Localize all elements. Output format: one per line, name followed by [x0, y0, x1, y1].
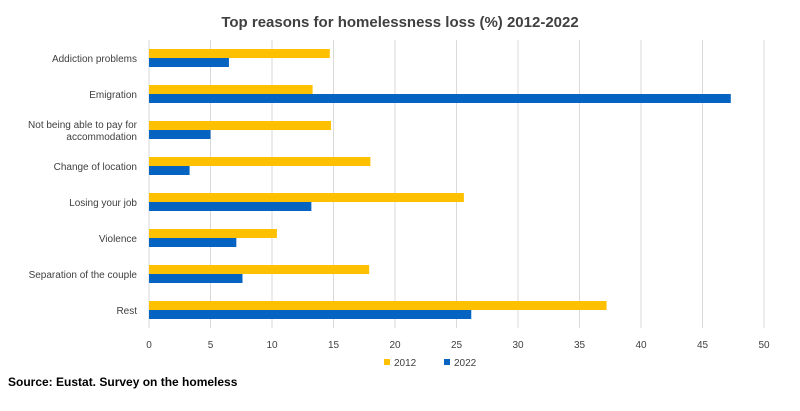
- category-label: Violence: [99, 234, 138, 245]
- legend-swatch-2022: [444, 359, 450, 365]
- x-tick-label: 15: [328, 340, 340, 351]
- x-tick-label: 25: [451, 340, 463, 351]
- bar-2022: [149, 94, 731, 103]
- bar-chart: Addiction problems Emigration Not being ab…: [28, 40, 770, 369]
- x-tick-label: 35: [574, 340, 586, 351]
- x-tick-label: 50: [758, 340, 770, 351]
- category-label: Losing your job: [69, 198, 137, 209]
- category-label: Not being able to pay for: [28, 120, 138, 131]
- category-label: Separation of the couple: [29, 270, 138, 281]
- x-tick-label: 5: [208, 340, 214, 351]
- bar-2012: [149, 265, 370, 274]
- bar-2012: [149, 85, 313, 94]
- chart-title: Top reasons for homelessness loss (%) 20…: [221, 14, 579, 31]
- bar-2022: [149, 130, 211, 139]
- x-tick-label: 0: [146, 340, 152, 351]
- bar-2012: [149, 229, 277, 238]
- legend: 2012 2022: [384, 358, 477, 369]
- x-tick-label: 10: [266, 340, 278, 351]
- bars: [149, 49, 731, 319]
- bar-2022: [149, 238, 237, 247]
- bar-2012: [149, 193, 464, 202]
- category-label: Change of location: [54, 162, 137, 173]
- grid-lines: [148, 40, 765, 328]
- bar-2012: [149, 301, 607, 310]
- legend-swatch-2012: [384, 359, 390, 365]
- bar-2022: [149, 202, 312, 211]
- x-tick-labels: 0 5 10 15 20 25 30 35 40 45 50: [146, 340, 770, 351]
- bar-2022: [149, 58, 229, 67]
- bar-2022: [149, 166, 190, 175]
- category-labels: Addiction problems Emigration Not being ab…: [28, 54, 138, 317]
- source-note: Source: Eustat. Survey on the homeless: [8, 375, 238, 389]
- bar-2022: [149, 274, 243, 283]
- x-tick-label: 30: [512, 340, 524, 351]
- bar-2012: [149, 157, 371, 166]
- category-label: accommodation: [66, 132, 137, 143]
- category-label: Rest: [116, 306, 137, 317]
- bar-2022: [149, 310, 472, 319]
- category-label: Emigration: [89, 90, 137, 101]
- category-label: Addiction problems: [52, 54, 137, 65]
- x-tick-label: 45: [697, 340, 709, 351]
- bar-2012: [149, 121, 332, 130]
- legend-label-2022: 2022: [454, 358, 477, 369]
- bar-2012: [149, 49, 330, 58]
- legend-label-2012: 2012: [394, 358, 417, 369]
- x-tick-label: 20: [389, 340, 401, 351]
- x-tick-label: 40: [635, 340, 647, 351]
